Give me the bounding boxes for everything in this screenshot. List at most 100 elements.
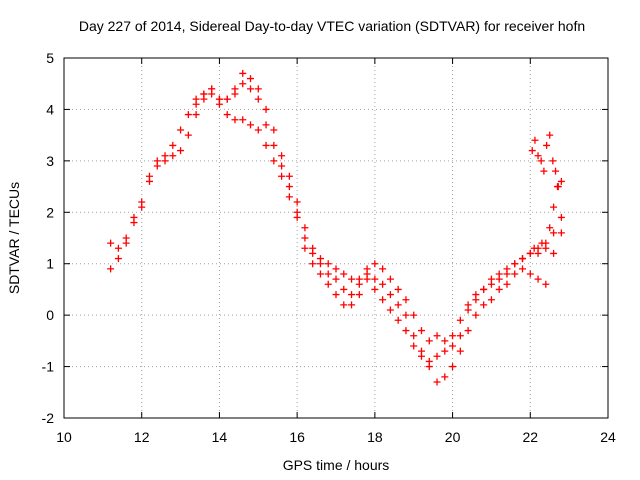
data-point bbox=[239, 116, 247, 124]
y-tick-label: 3 bbox=[46, 153, 54, 169]
data-point bbox=[223, 111, 231, 119]
data-point bbox=[456, 332, 464, 340]
data-point bbox=[215, 95, 223, 103]
series-track-c bbox=[192, 69, 565, 365]
data-point bbox=[355, 291, 363, 299]
data-point bbox=[557, 177, 565, 185]
y-tick-label: 4 bbox=[46, 101, 54, 117]
data-point bbox=[348, 301, 356, 309]
x-tick-label: 12 bbox=[134, 429, 150, 445]
data-point bbox=[552, 167, 560, 175]
data-point bbox=[456, 316, 464, 324]
data-point bbox=[371, 260, 379, 268]
data-point bbox=[239, 80, 247, 88]
data-point bbox=[247, 75, 255, 83]
series-track-b bbox=[107, 90, 565, 386]
data-point bbox=[540, 167, 548, 175]
data-point bbox=[386, 291, 394, 299]
y-tick-label: 5 bbox=[46, 50, 54, 66]
data-point bbox=[557, 213, 565, 221]
data-point bbox=[145, 177, 153, 185]
data-point bbox=[379, 265, 387, 273]
data-point bbox=[433, 378, 441, 386]
data-point bbox=[537, 157, 545, 165]
data-point bbox=[480, 285, 488, 293]
data-point bbox=[278, 162, 286, 170]
data-point bbox=[534, 249, 542, 257]
data-point bbox=[487, 296, 495, 304]
plot-frame bbox=[63, 57, 609, 419]
y-tick-label: 1 bbox=[46, 256, 54, 272]
data-point bbox=[441, 373, 449, 381]
data-point bbox=[223, 95, 231, 103]
data-point bbox=[503, 280, 511, 288]
data-point bbox=[231, 90, 239, 98]
data-point bbox=[554, 183, 562, 191]
data-point bbox=[441, 347, 449, 355]
x-tick-label: 16 bbox=[289, 429, 305, 445]
data-point bbox=[293, 213, 301, 221]
data-point bbox=[177, 147, 185, 155]
data-point bbox=[169, 141, 177, 149]
data-point bbox=[550, 229, 558, 237]
data-point bbox=[270, 126, 278, 134]
data-point bbox=[285, 183, 293, 191]
data-point bbox=[114, 255, 122, 263]
data-point bbox=[394, 301, 402, 309]
data-point bbox=[348, 291, 356, 299]
data-point bbox=[487, 275, 495, 283]
data-point bbox=[192, 111, 200, 119]
data-point bbox=[208, 85, 216, 93]
data-point bbox=[371, 275, 379, 283]
data-point bbox=[519, 255, 527, 263]
data-point bbox=[348, 275, 356, 283]
data-point bbox=[107, 265, 115, 273]
data-point bbox=[417, 352, 425, 360]
data-point bbox=[254, 85, 262, 93]
data-point bbox=[441, 337, 449, 345]
data-point bbox=[449, 332, 457, 340]
data-point bbox=[184, 111, 192, 119]
data-point bbox=[254, 126, 262, 134]
data-point bbox=[425, 357, 433, 365]
data-point bbox=[549, 157, 557, 165]
chart-title: Day 227 of 2014, Sidereal Day-to-day VTE… bbox=[79, 18, 585, 34]
data-point bbox=[340, 270, 348, 278]
data-point bbox=[386, 306, 394, 314]
data-point bbox=[262, 141, 270, 149]
data-point bbox=[301, 244, 309, 252]
data-point bbox=[464, 306, 472, 314]
data-point bbox=[293, 198, 301, 206]
data-point bbox=[511, 270, 519, 278]
series-track-d bbox=[528, 131, 562, 191]
data-point bbox=[301, 234, 309, 242]
data-point bbox=[254, 95, 262, 103]
data-point bbox=[340, 301, 348, 309]
data-point bbox=[138, 203, 146, 211]
data-point bbox=[332, 291, 340, 299]
data-point bbox=[247, 121, 255, 129]
grid-layer bbox=[64, 58, 608, 418]
data-point bbox=[550, 203, 558, 211]
data-point bbox=[530, 244, 538, 252]
data-point bbox=[130, 219, 138, 227]
data-point bbox=[472, 311, 480, 319]
data-point bbox=[278, 152, 286, 160]
y-tick-label: 2 bbox=[46, 204, 54, 220]
data-point bbox=[531, 136, 539, 144]
data-point bbox=[122, 239, 130, 247]
data-point bbox=[425, 337, 433, 345]
data-point bbox=[270, 157, 278, 165]
data-point bbox=[332, 275, 340, 283]
data-point bbox=[278, 172, 286, 180]
data-point bbox=[285, 172, 293, 180]
data-point bbox=[557, 229, 565, 237]
x-axis-label: GPS time / hours bbox=[283, 457, 390, 473]
data-point bbox=[324, 270, 332, 278]
data-point bbox=[538, 239, 546, 247]
x-tick-label: 24 bbox=[600, 429, 616, 445]
data-point bbox=[262, 121, 270, 129]
